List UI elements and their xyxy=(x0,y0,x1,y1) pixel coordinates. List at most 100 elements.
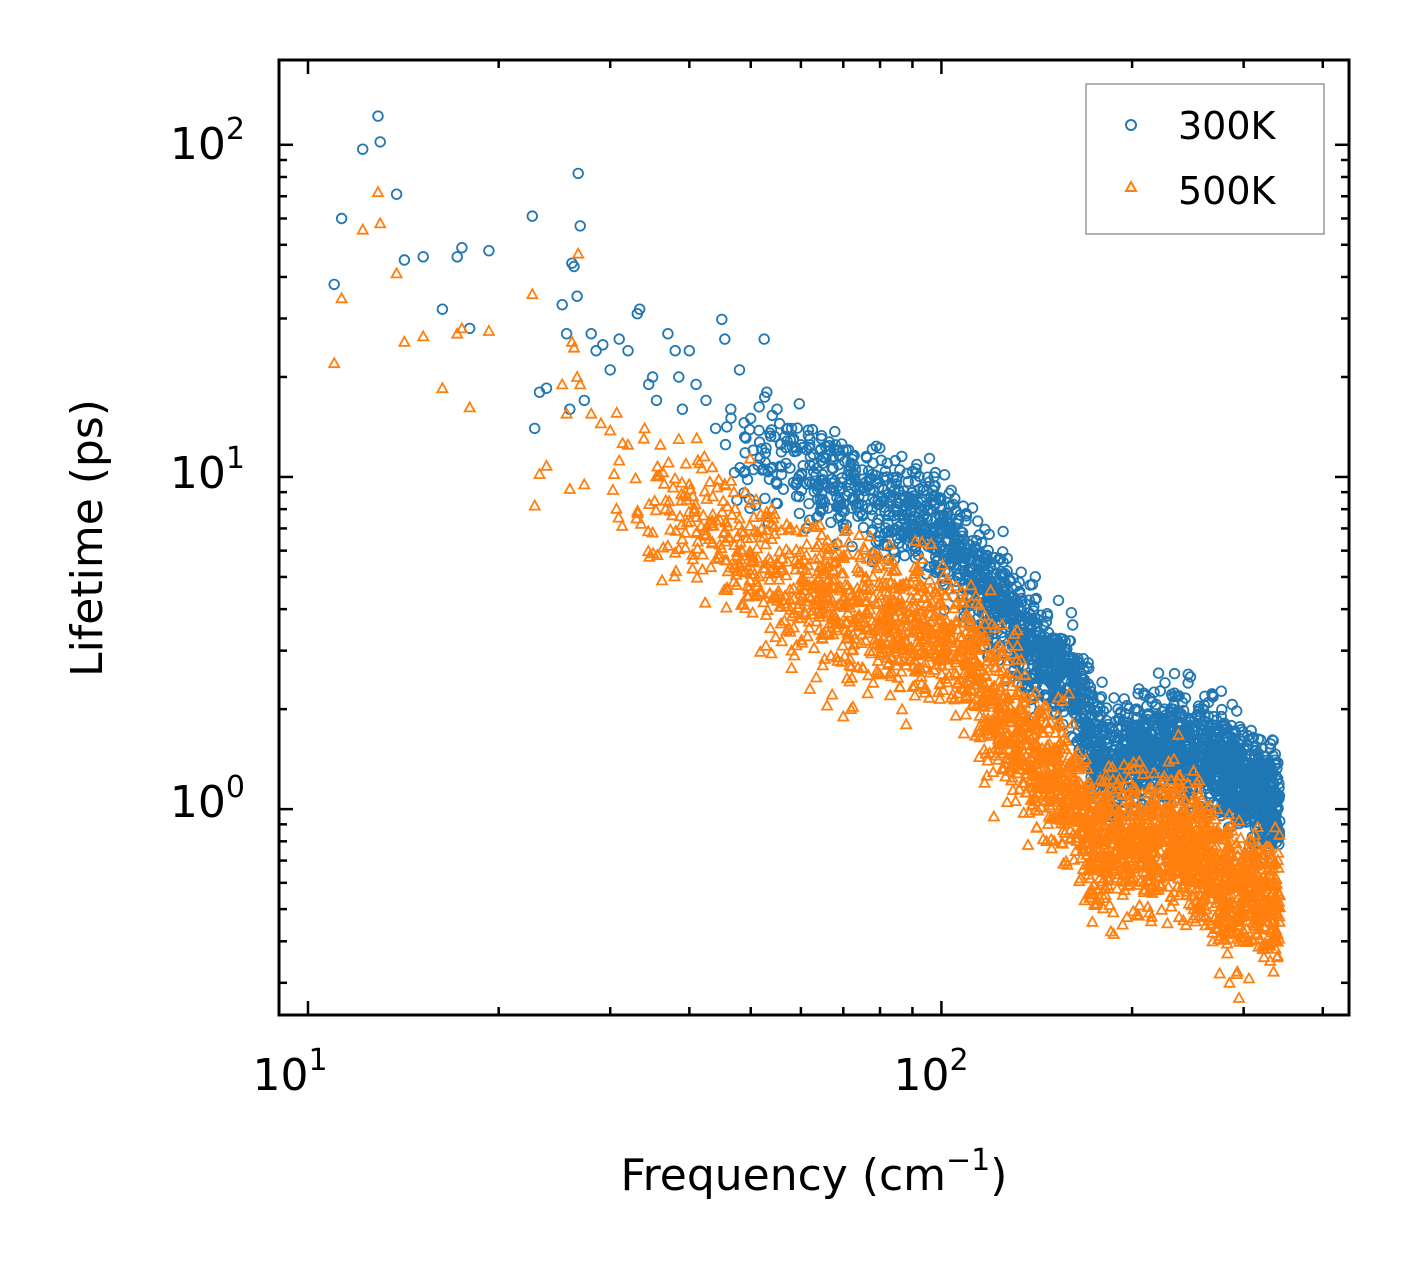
point-300k xyxy=(1247,731,1260,744)
point-300k xyxy=(335,212,348,225)
point-300k xyxy=(931,564,944,577)
series-500k-points xyxy=(327,185,1287,1003)
point-500k xyxy=(719,600,733,613)
point-300k xyxy=(942,535,954,548)
point-300k xyxy=(728,466,741,479)
point-300k xyxy=(571,290,583,302)
point-500k xyxy=(629,471,643,484)
point-300k xyxy=(374,136,386,148)
point-300k xyxy=(1240,816,1253,828)
point-500k xyxy=(648,494,662,506)
point-500k xyxy=(750,541,764,554)
point-300k xyxy=(613,333,625,345)
point-500k xyxy=(606,483,620,495)
point-300k xyxy=(1089,725,1101,737)
point-300k xyxy=(676,403,689,415)
point-500k xyxy=(610,405,624,418)
point-300k xyxy=(1029,571,1042,583)
point-300k xyxy=(604,364,616,376)
point-300k xyxy=(673,371,685,383)
point-500k xyxy=(765,502,779,514)
point-300k xyxy=(1182,668,1194,681)
point-300k xyxy=(760,442,772,454)
point-300k xyxy=(1267,735,1279,747)
point-300k xyxy=(856,508,869,521)
point-300k xyxy=(1040,616,1053,628)
point-300k xyxy=(1210,780,1223,792)
point-300k xyxy=(917,481,929,493)
point-300k xyxy=(556,299,568,311)
point-300k xyxy=(1108,692,1120,704)
point-300k xyxy=(970,535,983,547)
point-300k xyxy=(902,475,914,488)
point-300k xyxy=(398,254,411,266)
point-300k xyxy=(979,556,992,568)
point-300k xyxy=(1137,720,1150,733)
point-300k xyxy=(733,364,746,376)
point-300k xyxy=(758,333,770,345)
point-300k xyxy=(709,422,722,435)
point-500k xyxy=(609,501,624,514)
point-300k xyxy=(669,345,681,357)
point-300k xyxy=(740,432,752,444)
point-500k xyxy=(1132,898,1147,911)
point-300k xyxy=(1076,670,1088,683)
point-300k xyxy=(417,251,429,263)
point-300k xyxy=(889,454,902,467)
point-300k xyxy=(690,378,702,391)
point-300k xyxy=(901,540,914,552)
point-300k xyxy=(1144,780,1156,792)
point-300k xyxy=(1199,710,1211,723)
point-500k xyxy=(1085,914,1099,927)
point-300k xyxy=(1183,712,1196,725)
point-500k xyxy=(655,573,669,586)
point-500k xyxy=(1164,899,1178,912)
point-300k xyxy=(578,394,591,407)
point-300k xyxy=(976,536,988,549)
point-500k xyxy=(637,431,651,444)
point-300k xyxy=(983,528,995,541)
point-300k xyxy=(753,401,765,413)
point-300k xyxy=(989,552,1001,564)
point-300k xyxy=(780,457,792,470)
point-300k xyxy=(787,476,800,489)
point-300k xyxy=(1248,759,1261,771)
point-300k xyxy=(1049,692,1061,704)
point-300k xyxy=(1109,774,1122,787)
point-500k xyxy=(1030,820,1044,833)
point-300k xyxy=(801,478,813,490)
point-300k xyxy=(1082,678,1095,690)
point-300k xyxy=(753,424,765,437)
point-300k xyxy=(775,468,788,481)
point-300k xyxy=(1264,738,1277,750)
point-300k xyxy=(1159,677,1171,689)
point-300k xyxy=(874,442,886,454)
point-300k xyxy=(622,345,634,357)
point-300k xyxy=(1066,619,1079,631)
point-300k xyxy=(716,313,728,326)
point-300k xyxy=(856,464,869,476)
point-500k xyxy=(825,687,839,700)
point-300k xyxy=(1066,654,1079,667)
point-300k xyxy=(1064,635,1077,647)
point-300k xyxy=(650,394,663,407)
point-300k xyxy=(773,417,786,430)
point-300k xyxy=(879,527,891,539)
point-300k xyxy=(390,188,403,200)
point-300k xyxy=(927,523,940,535)
point-300k xyxy=(1166,703,1178,716)
point-300k xyxy=(1015,566,1027,578)
point-500k xyxy=(1155,902,1169,915)
point-300k xyxy=(483,244,495,257)
point-300k xyxy=(597,339,609,351)
point-300k xyxy=(1001,595,1014,607)
point-300k xyxy=(1041,610,1054,622)
point-300k xyxy=(1197,703,1210,716)
point-300k xyxy=(1168,667,1181,680)
point-300k xyxy=(803,498,815,510)
point-300k xyxy=(953,538,966,551)
point-300k xyxy=(1052,594,1065,607)
point-300k xyxy=(972,515,984,527)
point-300k xyxy=(372,110,384,122)
point-300k xyxy=(1029,681,1041,694)
